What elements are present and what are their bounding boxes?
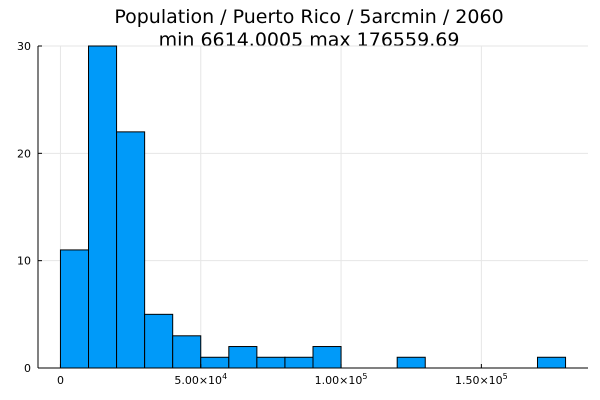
histogram-bar bbox=[536, 356, 567, 369]
y-tick-label: 30 bbox=[17, 40, 31, 53]
y-tick-label: 20 bbox=[17, 147, 31, 160]
histogram-bar bbox=[59, 249, 90, 369]
x-tick-label: 1.50×105 bbox=[455, 372, 508, 387]
histogram-bar bbox=[144, 313, 174, 369]
histogram-bar bbox=[228, 346, 258, 369]
x-tick-label: 1.00×105 bbox=[315, 372, 368, 387]
x-tick-label: 0 bbox=[57, 374, 64, 387]
y-tick-label: 10 bbox=[17, 255, 31, 268]
histogram-bar bbox=[200, 356, 230, 369]
histogram-bars bbox=[59, 45, 567, 369]
axes bbox=[37, 45, 588, 369]
x-tick-label: 5.00×104 bbox=[174, 372, 227, 387]
chart-subtitle: min 6614.0005 max 176559.69 bbox=[159, 29, 460, 51]
y-tick-label: 0 bbox=[24, 362, 31, 375]
histogram-bar bbox=[88, 45, 118, 369]
chart-title: Population / Puerto Rico / 5arcmin / 206… bbox=[114, 6, 503, 28]
histogram-bar bbox=[172, 335, 202, 369]
histogram-bar bbox=[396, 356, 426, 369]
tick-labels: 0 5.00×104 1.00×105 1.50×105 0 10 20 30 bbox=[17, 40, 508, 387]
histogram-bar bbox=[256, 356, 286, 369]
histogram-bar bbox=[312, 346, 342, 369]
histogram-bar bbox=[116, 131, 146, 369]
histogram-bar bbox=[284, 356, 314, 369]
